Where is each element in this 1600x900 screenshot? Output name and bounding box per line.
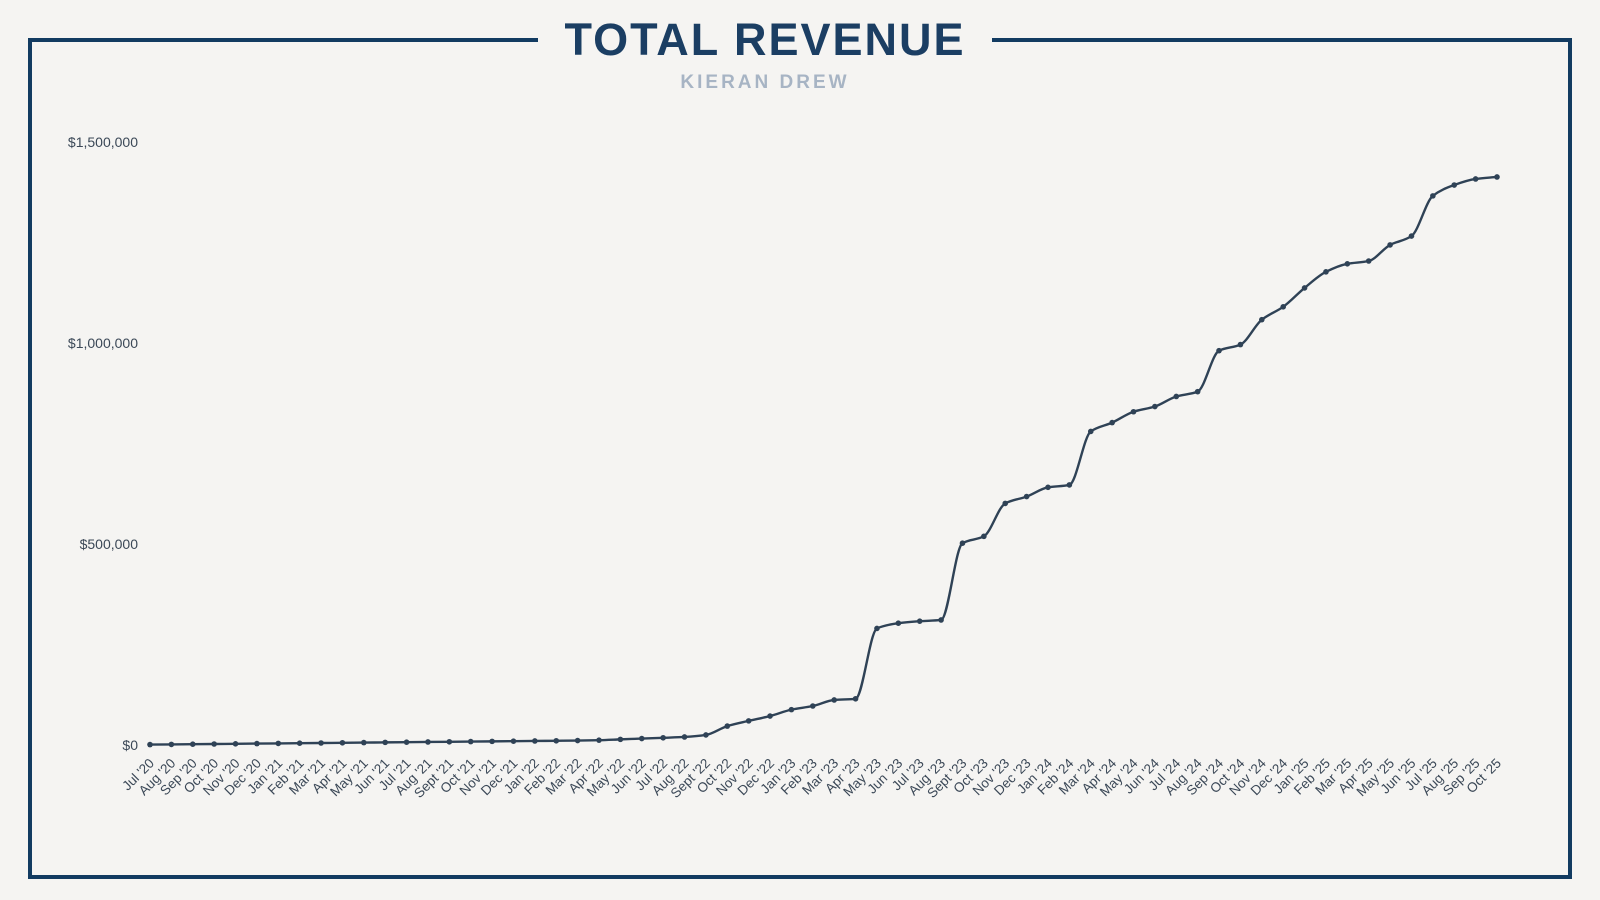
data-point: [232, 740, 239, 747]
page-title: TOTAL REVENUE: [538, 13, 992, 67]
data-point: [1109, 419, 1115, 426]
data-point: [211, 741, 217, 747]
y-tick-label: $1,000,000: [68, 335, 138, 351]
data-point: [767, 713, 773, 719]
data-point: [1087, 428, 1094, 435]
data-point: [745, 718, 752, 724]
data-point: [1494, 174, 1500, 180]
data-point: [1472, 176, 1479, 182]
data-point: [553, 737, 560, 744]
data-point: [1066, 482, 1073, 488]
data-point: [1152, 403, 1158, 410]
chart-header: TOTAL REVENUE: [0, 13, 1530, 67]
data-point: [467, 738, 474, 745]
data-point: [1023, 493, 1030, 500]
data-point: [1173, 393, 1180, 400]
data-point: [1387, 242, 1393, 248]
data-point: [681, 734, 688, 740]
data-point: [617, 736, 624, 743]
data-point: [1365, 258, 1372, 264]
data-point: [189, 741, 196, 747]
data-point: [446, 738, 453, 745]
data-point: [596, 737, 602, 743]
data-point: [959, 540, 966, 546]
data-point: [1130, 408, 1137, 415]
data-point: [852, 695, 859, 702]
data-point: [532, 738, 538, 744]
data-point: [339, 739, 346, 746]
data-point: [1408, 233, 1415, 239]
y-tick-label: $1,500,000: [68, 134, 138, 150]
data-point: [1430, 193, 1436, 199]
data-point: [318, 740, 324, 746]
data-point: [1323, 269, 1329, 275]
data-point: [831, 697, 837, 703]
data-point: [1259, 316, 1265, 323]
data-point: [254, 740, 260, 747]
data-point: [1194, 388, 1201, 395]
data-point: [275, 740, 282, 747]
data-point: [361, 739, 367, 746]
chart-subheader: KIERAN DREW: [0, 72, 1530, 94]
data-point: [638, 735, 645, 742]
data-point: [1301, 285, 1308, 291]
data-point: [382, 739, 388, 746]
data-point: [1280, 304, 1286, 310]
data-point: [425, 739, 431, 745]
data-point: [981, 533, 987, 540]
data-point: [703, 732, 709, 738]
data-point: [660, 734, 666, 741]
data-point: [874, 625, 880, 632]
data-point: [1002, 500, 1009, 507]
data-point: [403, 739, 410, 745]
data-point: [510, 738, 517, 744]
y-tick-label: $500,000: [80, 536, 139, 552]
data-point: [788, 706, 795, 713]
y-tick-label: $0: [122, 737, 138, 753]
data-point: [1451, 182, 1458, 188]
data-point: [810, 703, 816, 709]
data-point: [1344, 261, 1351, 267]
data-point: [1237, 341, 1244, 348]
data-point: [916, 618, 923, 624]
data-point: [296, 740, 303, 746]
data-point: [895, 620, 902, 626]
revenue-line: [149, 175, 1498, 746]
page-subtitle: KIERAN DREW: [680, 72, 850, 93]
data-point: [938, 617, 944, 623]
data-point: [1216, 347, 1222, 354]
data-point: [574, 737, 581, 744]
data-point: [489, 738, 495, 745]
data-point: [724, 723, 731, 729]
data-point: [147, 741, 153, 748]
data-point: [1045, 484, 1051, 491]
data-point: [168, 741, 175, 748]
